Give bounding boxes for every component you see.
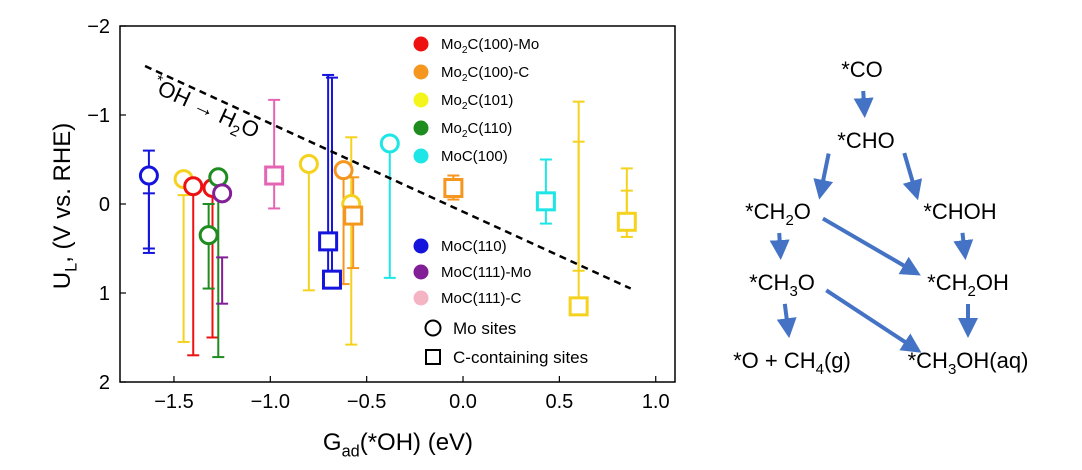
y-axis-label: UL, (V vs. RHE) <box>49 123 81 289</box>
data-point-circle <box>298 153 319 174</box>
data-point-square <box>443 177 464 198</box>
scheme-node-co: *CO <box>841 57 883 82</box>
legend-label: Mo2C(100)-C <box>441 64 529 84</box>
legend-swatch <box>413 36 429 52</box>
y-tick-label: 1 <box>99 283 110 305</box>
scheme-arrow <box>825 288 922 353</box>
data-point-circle <box>333 160 354 181</box>
data-point-square <box>568 296 589 317</box>
scheme-node-ch3o: *CH3O <box>749 270 815 300</box>
legend-label: MoC(100) <box>441 148 508 165</box>
legend-swatch <box>413 148 429 164</box>
x-tick-label: 0.0 <box>449 391 477 413</box>
y-tick-label: −1 <box>87 105 110 127</box>
legend-shape-label: Mo sites <box>453 319 516 338</box>
data-point-circle <box>198 225 219 246</box>
legend-square-marker <box>425 349 441 365</box>
data-point-circle <box>379 133 400 154</box>
x-tick-label: −1.5 <box>154 391 193 413</box>
data-markers <box>138 133 637 317</box>
scheme-arrow <box>813 153 834 200</box>
data-point-square <box>321 269 342 290</box>
data-point-circle <box>212 183 233 204</box>
legend-swatch <box>413 290 429 306</box>
scheme-arrow <box>821 216 921 276</box>
scheme-node-ch2oh: *CH2OH <box>927 270 1009 300</box>
legend-swatch <box>413 120 429 136</box>
legend: Mo2C(100)-Mo Mo2C(100)-C Mo2C(101) Mo2C(110… <box>413 36 588 367</box>
data-point-circle <box>183 176 204 197</box>
data-point-square <box>264 165 285 186</box>
x-tick-label: −0.5 <box>347 391 386 413</box>
data-point-square <box>318 231 339 252</box>
y-tick-label: −2 <box>87 16 110 38</box>
legend-label: Mo2C(110) <box>441 120 512 140</box>
legend-circle-marker <box>424 319 442 337</box>
y-axis: −2 −1 0 1 2 <box>87 16 126 394</box>
legend-swatch <box>413 92 429 108</box>
data-point-square <box>535 191 556 212</box>
scheme-arrow <box>776 303 797 339</box>
scheme-node-choh: *CHOH <box>923 199 996 224</box>
legend-label: MoC(111)-C <box>441 290 521 307</box>
trend-line <box>144 64 632 290</box>
scheme-node-ch2o: *CH2O <box>745 199 811 229</box>
scheme-node-cho: *CHO <box>837 128 894 153</box>
scheme-arrow <box>853 90 874 119</box>
legend-swatch <box>413 264 429 280</box>
data-point-square <box>616 211 637 232</box>
reaction-scheme: *CO *CHO *CH2O *CHOH *CH3O *CH2OH *O + CH4(g) *… <box>733 57 1028 378</box>
scheme-arrow <box>769 232 790 261</box>
y-tick-label: 2 <box>99 372 110 394</box>
scheme-arrow <box>953 232 974 261</box>
legend-label: MoC(110) <box>441 238 507 255</box>
legend-label: Mo2C(100)-Mo <box>441 36 539 56</box>
legend-label: MoC(111)-Mo <box>441 264 531 281</box>
legend-swatch <box>413 64 429 80</box>
x-axis-label: Gad(*OH) (eV) <box>323 429 473 461</box>
scheme-node-o_ch4: *O + CH4(g) <box>733 348 851 378</box>
legend-shape-label: C-containing sites <box>453 348 588 367</box>
y-tick-label: 0 <box>99 194 110 216</box>
legend-swatch <box>413 238 429 254</box>
scheme-node-ch3oh: *CH3OH(aq) <box>908 348 1029 378</box>
legend-label: Mo2C(101) <box>441 92 513 112</box>
x-tick-label: −1.0 <box>251 391 290 413</box>
data-point-circle <box>138 165 159 186</box>
x-tick-label: 0.5 <box>545 391 573 413</box>
data-point-circle <box>208 167 229 188</box>
trend-annotation: *OH → H2O <box>147 72 264 148</box>
x-axis: −1.5 −1.0 −0.5 0.0 0.5 1.0 <box>154 376 670 413</box>
data-point-square <box>343 205 364 226</box>
scheme-arrow <box>902 152 923 201</box>
x-tick-label: 1.0 <box>642 391 670 413</box>
